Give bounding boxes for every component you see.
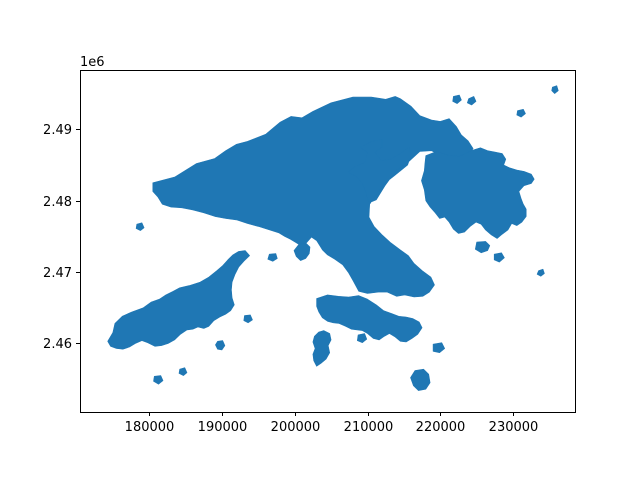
land-shape-crooked-island: [551, 85, 559, 94]
land-shape-soko-islands: [153, 375, 164, 385]
land-shape-lantau: [107, 250, 250, 350]
land-shape-lamma: [312, 330, 332, 367]
x-tick-label: 190000: [198, 420, 248, 435]
y-tick-label: 2.47: [43, 266, 72, 281]
x-axis: 180000 190000 200000 210000 220000 230000: [125, 412, 539, 435]
land-shape-tsing-yi: [293, 242, 311, 261]
x-tick-label: 230000: [489, 420, 539, 435]
land-shape-sai-kung: [421, 147, 535, 239]
land-shape-po-toi: [410, 368, 431, 391]
land-shape-peng-chau: [243, 314, 253, 324]
land-shape-cheung-chau: [215, 340, 226, 351]
land-shape-ma-wan: [267, 253, 278, 262]
x-tick-label: 210000: [344, 420, 394, 435]
land-shape-shek-kwu-chau: [178, 367, 188, 376]
y-tick-label: 2.49: [43, 123, 72, 138]
y-axis: 2.46 2.47 2.48 2.49: [43, 123, 80, 352]
axes-frame: [80, 70, 576, 413]
land-shape-sharp-island: [493, 252, 505, 263]
land-shape-east-islet: [536, 268, 545, 277]
land-shape-north-islet-2: [466, 96, 477, 106]
y-tick-label: 2.48: [43, 195, 72, 210]
land-shape-kau-sai-chau: [474, 241, 491, 254]
land-shape-tung-lung-chau: [432, 342, 446, 354]
x-tick-label: 220000: [416, 420, 466, 435]
y-axis-offset-label: 1e6: [80, 55, 105, 70]
land-shape-west-islet: [135, 222, 145, 231]
x-tick-label: 200000: [271, 420, 321, 435]
land-shape-hong-kong-island: [316, 294, 423, 343]
x-tick-label: 180000: [125, 420, 175, 435]
land-shape-tap-mun: [516, 109, 526, 118]
y-tick-label: 2.46: [43, 337, 72, 352]
land-layer: [107, 85, 559, 391]
land-shape-ap-lei-chau: [356, 333, 368, 344]
land-shape-north-islet-1: [452, 94, 462, 104]
